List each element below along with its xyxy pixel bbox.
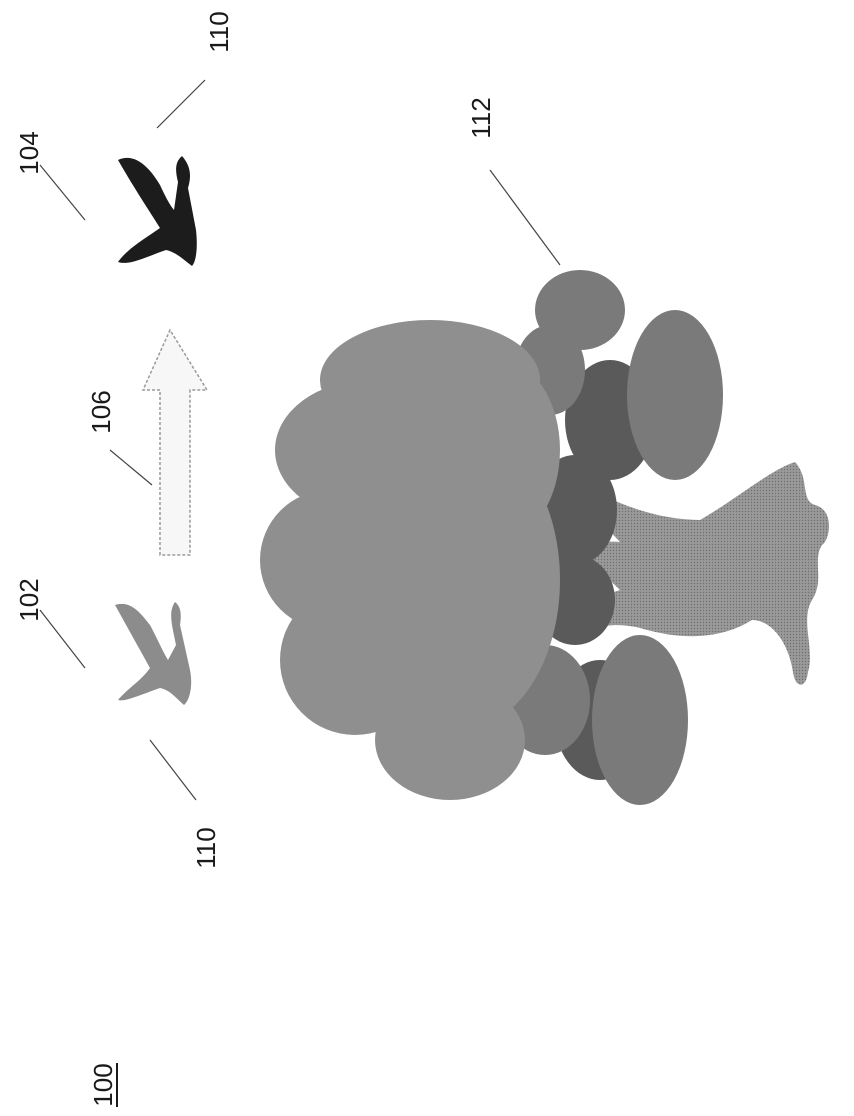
bird-first-icon (115, 602, 192, 705)
label-110-second: 110 (204, 11, 234, 52)
bird-second-body (118, 156, 197, 266)
figure-number-label: 100 (88, 1063, 118, 1106)
bird-first-body (115, 602, 192, 705)
label-110-first: 110 (191, 827, 221, 868)
leader-112 (489, 169, 561, 266)
foliage-lobe (592, 635, 688, 805)
label-102: 102 (14, 578, 44, 621)
motion-arrow (141, 328, 209, 556)
foliage-crown (440, 360, 560, 540)
label-104: 104 (14, 131, 44, 174)
tree (260, 270, 830, 805)
foliage-lobe (627, 310, 723, 480)
tree-trunk (560, 462, 830, 685)
bird-second-icon (118, 156, 197, 266)
label-112: 112 (466, 97, 496, 138)
leader-110-first (149, 739, 197, 801)
leader-104 (39, 164, 86, 221)
leader-110-second (156, 79, 206, 129)
label-106: 106 (86, 390, 116, 433)
leader-102 (39, 609, 86, 669)
leader-106 (109, 449, 153, 486)
figure-number: 100 (88, 1063, 118, 1107)
